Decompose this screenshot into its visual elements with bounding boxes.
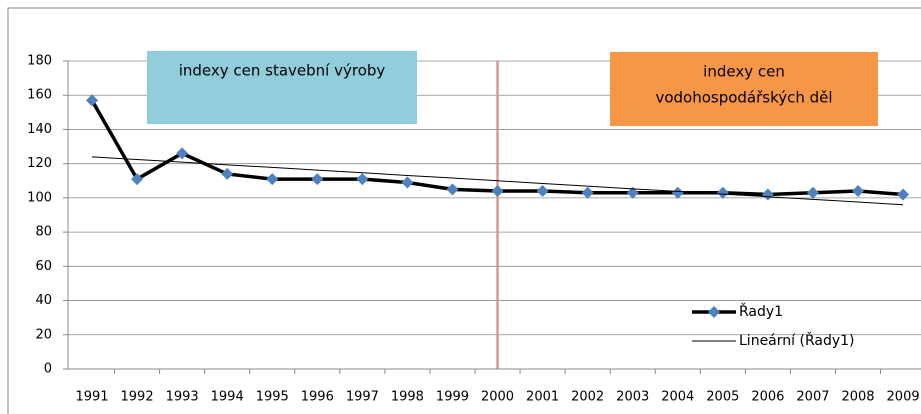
marker: [897, 188, 910, 201]
marker: [401, 176, 414, 189]
x-tick-label: 1997: [346, 390, 379, 405]
annotation-text: indexy cen stavební výroby: [179, 62, 386, 80]
marker: [311, 173, 324, 186]
x-tick-label: 2007: [796, 390, 829, 405]
x-tick-label: 2003: [616, 390, 649, 405]
y-tick-label: 20: [35, 327, 52, 342]
x-tick-label: 2005: [706, 390, 739, 405]
marker: [852, 185, 865, 198]
marker: [581, 186, 594, 199]
x-tick-label: 1992: [121, 390, 154, 405]
marker: [671, 186, 684, 199]
marker: [221, 167, 234, 180]
x-tick-label: 1999: [436, 390, 469, 405]
x-tick-label: 1996: [301, 390, 334, 405]
y-tick-label: 100: [27, 190, 52, 205]
y-tick-label: 60: [35, 259, 52, 274]
marker: [761, 188, 774, 201]
y-tick-label: 0: [44, 362, 52, 377]
annotation-box: [610, 52, 878, 126]
marker: [536, 185, 549, 198]
marker: [86, 94, 98, 107]
marker: [131, 173, 144, 186]
legend-label: Řady1: [739, 303, 783, 320]
marker: [266, 173, 279, 186]
marker: [626, 186, 639, 199]
legend-label: Lineární (Řady1): [739, 332, 854, 349]
x-tick-label: 2001: [526, 390, 559, 405]
marker: [176, 147, 189, 160]
x-tick-label: 2006: [751, 390, 784, 405]
annotation-box: [147, 51, 417, 124]
x-tick-label: 1993: [166, 390, 199, 405]
marker: [491, 185, 504, 198]
x-tick-label: 2000: [481, 390, 514, 405]
marker: [356, 173, 369, 186]
y-tick-label: 40: [35, 293, 52, 308]
x-tick-label: 2002: [571, 390, 604, 405]
y-tick-label: 140: [27, 122, 52, 137]
y-tick-label: 80: [35, 225, 52, 240]
x-tick-label: 2009: [887, 390, 920, 405]
marker: [806, 186, 819, 199]
marker: [716, 186, 729, 199]
annotation-text: vodohospodářských děl: [655, 89, 832, 107]
x-tick-label: 2008: [841, 390, 874, 405]
y-tick-label: 180: [27, 54, 52, 69]
x-tick-label: 2004: [661, 390, 694, 405]
legend-marker: [708, 306, 720, 318]
annotation-text: indexy cen: [703, 63, 785, 81]
trend-line: [91, 156, 904, 206]
x-tick-label: 1995: [256, 390, 289, 405]
y-tick-label: 160: [27, 88, 52, 103]
marker: [446, 183, 459, 196]
x-tick-label: 1991: [75, 390, 108, 405]
x-tick-label: 1998: [391, 390, 424, 405]
y-tick-label: 120: [27, 156, 52, 171]
x-tick-label: 1994: [211, 390, 244, 405]
